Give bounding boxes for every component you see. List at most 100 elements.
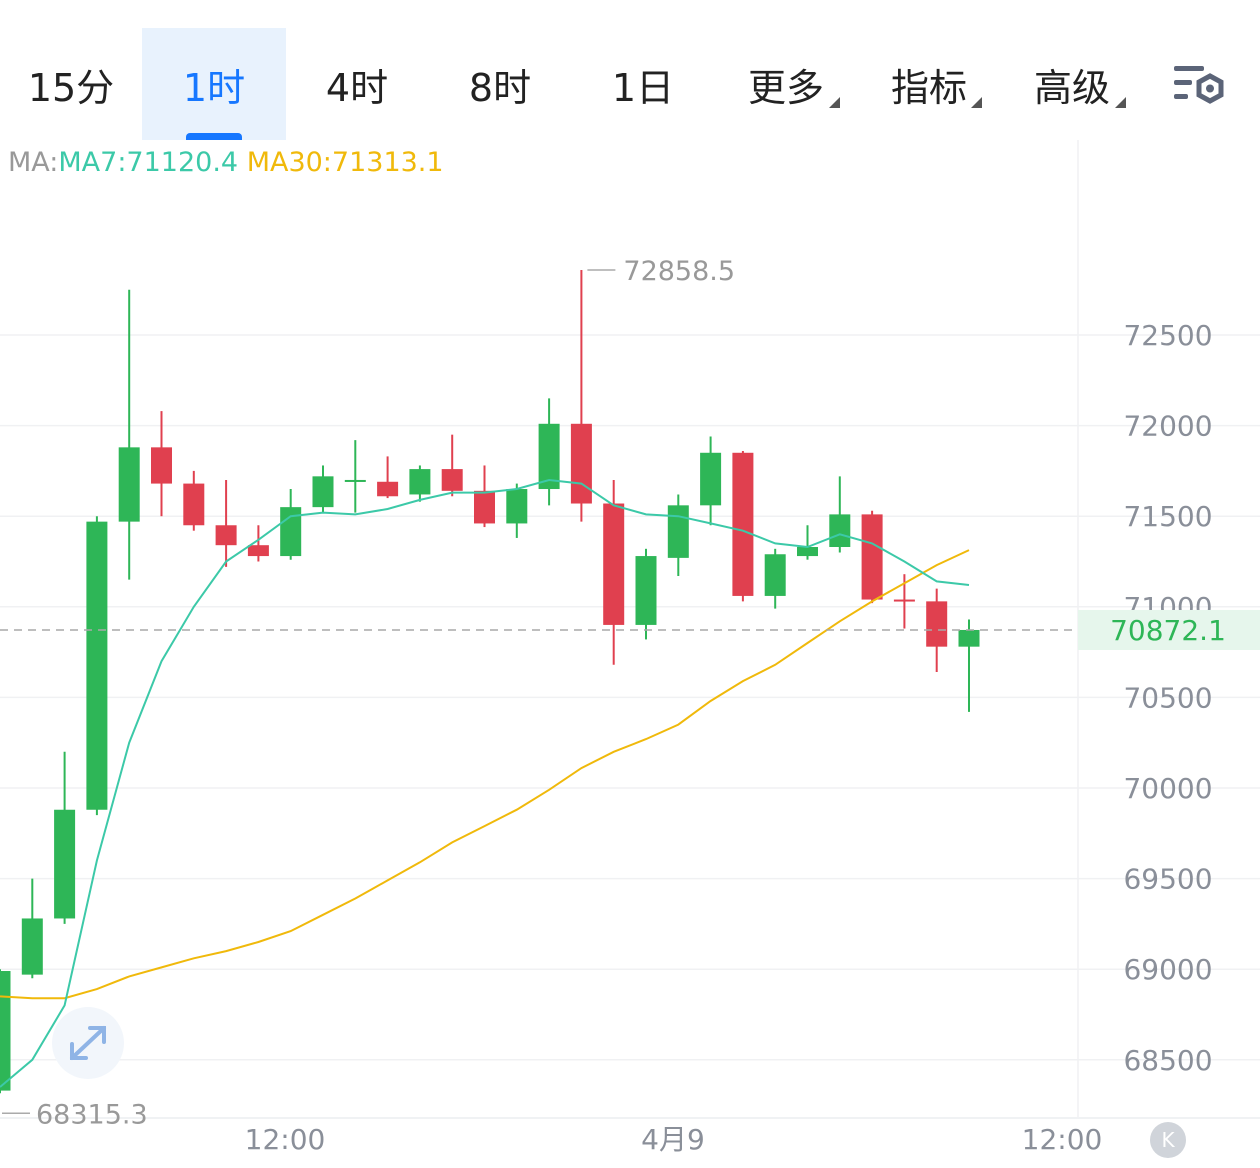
x-tick-label: 12:00 [1022,1123,1103,1156]
candle [797,525,818,560]
tab-7[interactable]: 高级 [1000,28,1144,140]
y-tick-label: 72500 [1123,319,1212,352]
tab-2[interactable]: 4时 [286,28,428,140]
candle-body [21,918,43,975]
y-axis-labels: 6850069000695007000070500710007150072000… [1123,319,1212,1077]
x-tick-label: 4月9 [641,1123,705,1156]
candle-body [958,629,980,647]
candle [151,411,172,517]
tab-0[interactable]: 15分 [0,28,142,140]
candle [667,494,689,576]
dropdown-triangle-icon [971,97,982,108]
candle-body [926,601,948,647]
candle-body [506,489,528,524]
candle [312,465,334,513]
ma7-line [0,478,970,1088]
candle-body [183,483,205,526]
grid [0,140,1260,1119]
tab-6[interactable]: 指标 [858,28,1000,140]
tab-label: 更多 [747,65,824,110]
candle-body [409,469,431,495]
candle [118,289,140,580]
candle-body [312,476,334,508]
y-tick-label: 68500 [1123,1044,1212,1077]
tab-4[interactable]: 1日 [572,28,714,140]
x-axis-labels: 12:00 4月9 12:00 [245,1123,1103,1156]
candle-body [603,503,625,625]
candle-body [344,479,366,482]
candle [700,436,722,526]
candle [86,516,108,816]
candle [732,450,754,602]
y-tick-label: 70000 [1123,772,1212,805]
y-tick-label: 72000 [1123,410,1212,443]
candle [603,479,625,665]
candle-body [635,556,657,625]
candle [183,470,205,531]
candle-body [861,514,883,600]
tab-label: 4时 [325,65,389,110]
tab-label: 1日 [611,65,675,110]
candle-body [377,481,399,497]
candle [926,588,948,673]
candle-body [538,423,560,490]
tab-label: 8时 [468,65,532,110]
candle-body [247,545,269,557]
candle [54,751,76,924]
candle-body [0,971,11,1091]
k-logo-icon: K [1150,1122,1186,1158]
candle [21,878,43,979]
y-tick-label: 70500 [1123,681,1212,714]
dropdown-triangle-icon [1115,97,1126,108]
candle [377,456,399,499]
candle [344,440,366,513]
candle-body [893,599,915,602]
candle [474,465,495,528]
candle [409,465,431,502]
candle-body [474,490,495,524]
price-tag-bg [1078,609,1260,650]
tab-1[interactable]: 1时 [142,28,286,140]
candle-body [215,525,237,546]
candle [441,434,463,497]
low-label: 68315.3 [36,1099,148,1130]
tab-3[interactable]: 8时 [428,28,572,140]
dropdown-triangle-icon [829,97,840,108]
candle-body [151,447,172,484]
candle [829,476,851,553]
candle-body [667,505,689,558]
candlestick-chart[interactable]: MA:MA7:71120.4 MA30:71313.1 68500 69000 69… [0,140,1260,1168]
y-tick-label: 71500 [1123,500,1212,533]
ma30-line [0,549,970,1000]
svg-text:K: K [1161,1128,1175,1152]
ma-label: MA:MA7:71120.4 MA30:71313.1 [8,147,444,178]
candle-body [700,452,722,506]
tab-5[interactable]: 更多 [714,28,858,140]
candle [247,525,269,562]
high-label: 72858.5 [623,256,735,287]
y-tick-label: 69500 [1123,863,1212,896]
candle [861,510,883,604]
candle [635,548,657,640]
candle-body [54,809,76,919]
candle-body [86,521,108,810]
candle [215,479,237,567]
tab-label: 高级 [1033,65,1110,110]
candle [506,483,528,538]
extreme-labels: 72858.5 68315.3 [2,256,735,1130]
tab-label: 指标 [890,65,967,110]
candle [280,489,302,560]
tab-label: 15分 [27,65,115,110]
candle-body [732,452,754,596]
candle [958,619,980,712]
chart-settings-icon[interactable] [1170,60,1230,112]
candle-body [118,447,140,522]
current-price-line: 70872.1 [0,609,1260,650]
candle [538,398,560,506]
active-tab-indicator [186,133,242,140]
candle-body [797,547,818,557]
expand-icon[interactable] [52,1007,124,1079]
candle-body [829,514,851,548]
x-tick-label: 12:00 [245,1123,326,1156]
timeframe-tabs: 15分 1时 4时 8时 1日 更多 指标 高级 [0,0,1260,140]
